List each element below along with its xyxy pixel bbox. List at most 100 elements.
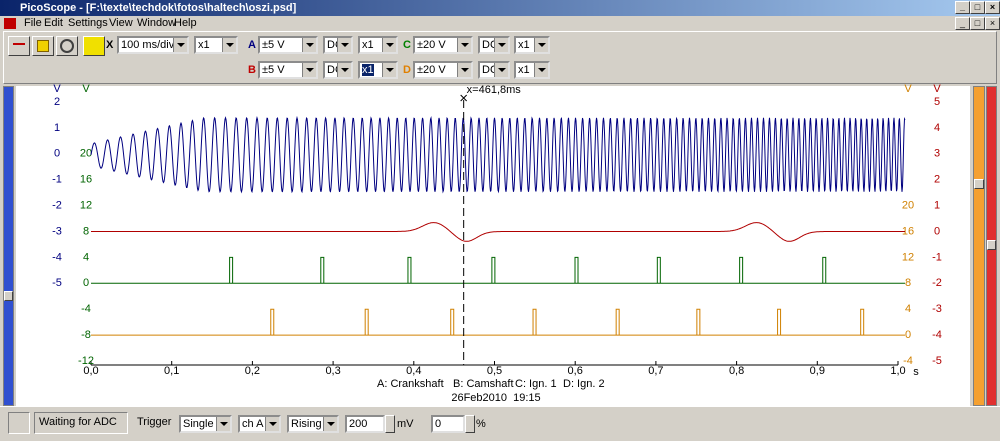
y-tick-label: 2 [934, 174, 940, 186]
trigger-delay-value: 0 [435, 418, 442, 430]
gain-value: x1 [518, 39, 530, 51]
y-tick-label: -1 [52, 174, 62, 186]
y-tick-label: 3 [934, 148, 940, 160]
pulse [320, 256, 325, 284]
legend-entry: B: Camshaft [453, 378, 514, 390]
range-select[interactable]: ±20 V [413, 36, 473, 54]
trigger-label: Trigger [137, 416, 172, 428]
delay-spinner[interactable] [465, 415, 475, 433]
gain-select[interactable]: x1 [358, 61, 398, 79]
scope-button[interactable] [8, 36, 30, 56]
trigger-mode-select[interactable]: Single [179, 415, 232, 433]
status-text: Waiting for ADC [34, 412, 128, 434]
pulse [532, 308, 537, 336]
trigger-edge-value: Rising [291, 418, 322, 430]
trigger-level-input[interactable]: 200 [345, 415, 385, 433]
doc-minimize-button[interactable]: _ [955, 17, 970, 30]
y-tick-label: -12 [78, 355, 94, 367]
y-tick-label: 4 [934, 122, 940, 134]
menu-item[interactable]: Window [137, 17, 177, 29]
minimize-button[interactable]: _ [955, 1, 970, 14]
coupling-select[interactable]: DC [323, 36, 353, 54]
y-tick-label: 0 [905, 329, 911, 341]
trigger-button[interactable] [83, 36, 105, 56]
y-tick-label: 1 [934, 200, 940, 212]
channel-label: D [403, 64, 411, 76]
y-tick-label: 20 [80, 148, 92, 160]
y-axis-unit: V [933, 83, 941, 95]
menu-item[interactable]: Edit [44, 17, 63, 29]
status-bar: Waiting for ADC Trigger Single ch A Risi… [0, 406, 1000, 441]
cursor-marker [460, 94, 468, 102]
meter-button[interactable] [56, 36, 78, 56]
y-tick-label: 12 [902, 251, 914, 263]
gain-value: x1 [362, 39, 374, 51]
menu-item[interactable]: Help [174, 17, 197, 29]
y-tick-label: -8 [81, 329, 91, 341]
legend-entry: D: Ign. 2 [563, 378, 605, 390]
y-tick-label: -2 [932, 277, 942, 289]
gain-select[interactable]: x1 [514, 36, 550, 54]
range-select[interactable]: ±20 V [413, 61, 473, 79]
trace-b [91, 222, 905, 242]
channel-a-slider[interactable] [3, 86, 14, 406]
gain-value: x1 [362, 64, 374, 76]
gain-select[interactable]: x1 [514, 61, 550, 79]
menu-bar: File Edit Settings View Window Help _ □ … [0, 16, 1000, 31]
x-tick-label: 0,9 [810, 365, 825, 377]
pulse [822, 256, 827, 284]
toolbar: X 100 ms/div x1 A ±5 V DC x1 B ±5 V DC x… [3, 31, 997, 84]
maximize-button[interactable]: □ [970, 1, 985, 14]
y-tick-label: 0 [934, 225, 940, 237]
range-select[interactable]: ±5 V [258, 61, 318, 79]
doc-restore-button[interactable]: □ [970, 17, 985, 30]
spectrum-button[interactable] [32, 36, 54, 56]
channel-d-slider[interactable] [973, 86, 985, 406]
coupling-select[interactable]: DC [478, 61, 510, 79]
y-tick-label: -5 [932, 355, 942, 367]
x-tick-label: 0,6 [568, 365, 583, 377]
x-tick-label: 0,5 [487, 365, 502, 377]
y-tick-label: 4 [905, 303, 911, 315]
y-axis-unit: V [82, 83, 90, 95]
trigger-delay-input[interactable]: 0 [431, 415, 465, 433]
zoom-select[interactable]: x1 [194, 36, 238, 54]
gain-value: x1 [518, 64, 530, 76]
level-spinner[interactable] [385, 415, 395, 433]
menu-item[interactable]: File [24, 17, 42, 29]
trace-a [90, 115, 906, 194]
timestamp: 26Feb2010 19:15 [451, 392, 540, 404]
trigger-edge-select[interactable]: Rising [287, 415, 339, 433]
gain-select[interactable]: x1 [358, 36, 398, 54]
y-tick-label: 1 [54, 122, 60, 134]
pulse [777, 308, 782, 336]
coupling-value: DC [482, 64, 498, 76]
channel-label: B [248, 64, 256, 76]
delay-unit: % [476, 418, 486, 430]
close-button[interactable]: × [985, 1, 1000, 14]
timebase-select[interactable]: 100 ms/div [117, 36, 189, 54]
y-tick-label: 4 [83, 251, 89, 263]
zoom-value: x1 [198, 39, 210, 51]
pulse [229, 256, 234, 284]
menu-item[interactable]: Settings [68, 17, 108, 29]
trigger-source-select[interactable]: ch A [238, 415, 281, 433]
legend-entry: A: Crankshaft [377, 378, 444, 390]
pulse [270, 308, 275, 336]
status-indicator [8, 412, 30, 434]
pulse [450, 308, 455, 336]
range-value: ±20 V [417, 39, 446, 51]
coupling-select[interactable]: DC [478, 36, 510, 54]
trigger-level-value: 200 [349, 418, 368, 430]
menu-item[interactable]: View [109, 17, 133, 29]
coupling-select[interactable]: DC [323, 61, 353, 79]
y-tick-label: 2 [54, 96, 60, 108]
coupling-value: DC [482, 39, 498, 51]
range-select[interactable]: ±5 V [258, 36, 318, 54]
channel-b-slider[interactable] [986, 86, 997, 406]
pulse [615, 308, 620, 336]
cursor-label: x=461,8ms [467, 84, 522, 96]
y-tick-label: -2 [52, 200, 62, 212]
title-bar: PicoScope - [F:\texte\techdok\fotos\halt… [0, 0, 1000, 16]
